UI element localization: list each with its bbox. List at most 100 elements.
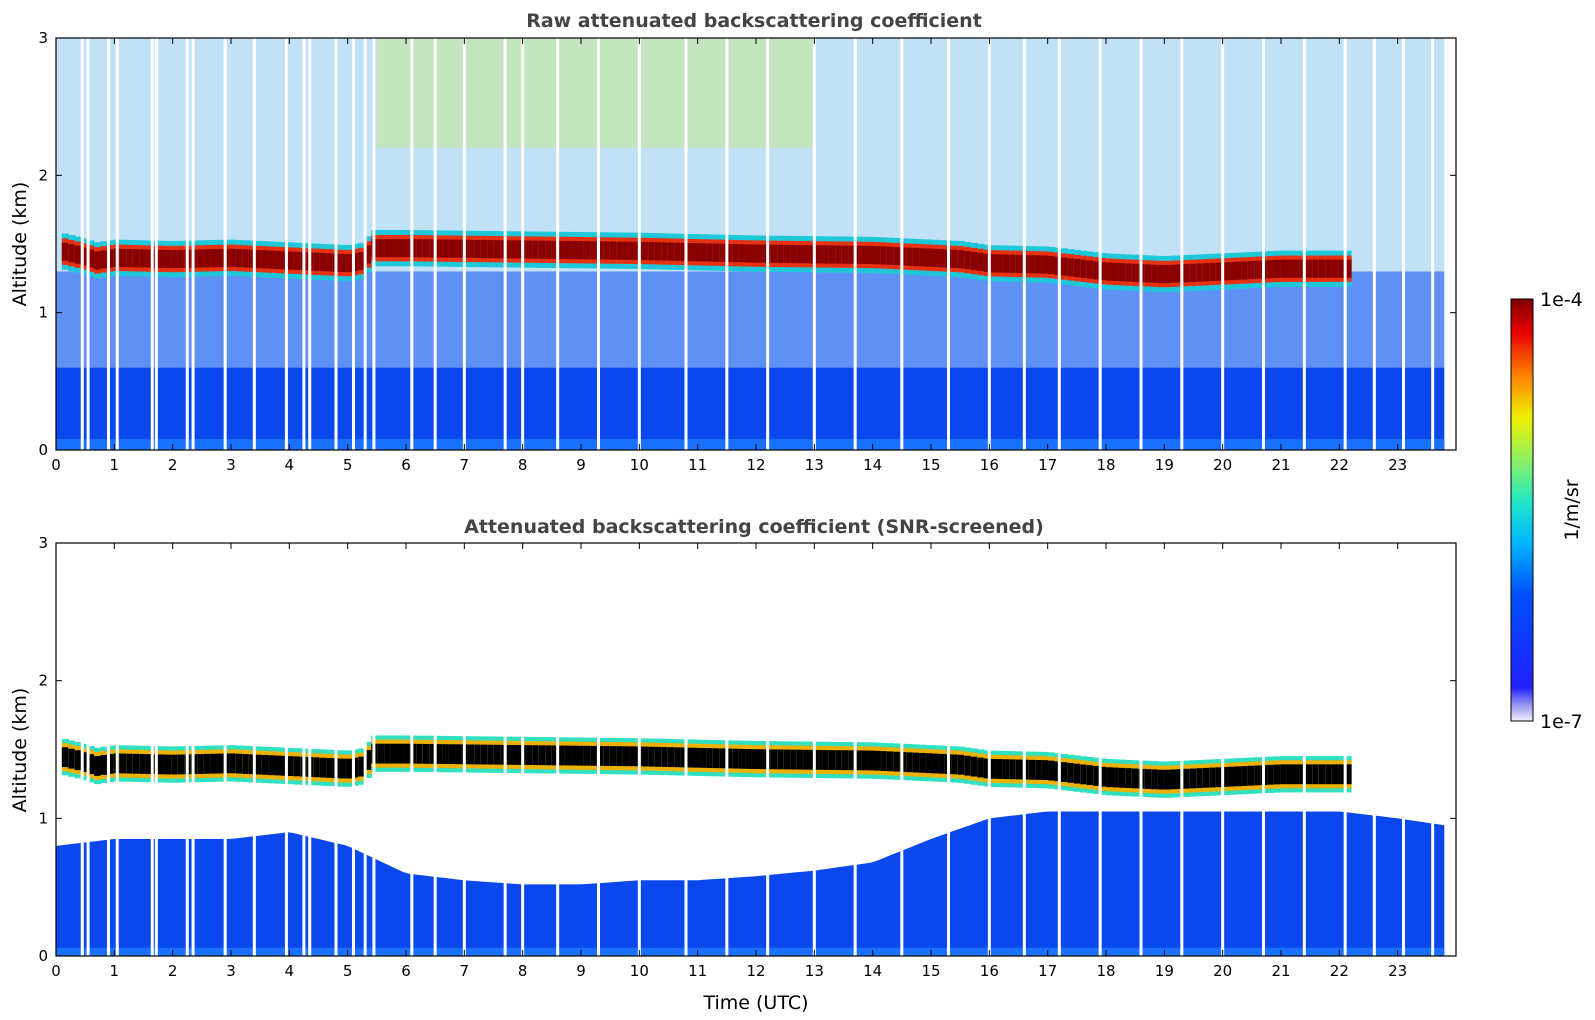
cloud-core <box>841 750 849 771</box>
missing-profile <box>900 543 904 956</box>
cloud-core <box>319 252 327 272</box>
cloud-core <box>977 757 985 778</box>
cloud-core <box>770 244 778 263</box>
cloud-core <box>996 759 1004 779</box>
cloud-core <box>538 745 546 766</box>
missing-profiles <box>80 543 1435 956</box>
cloud-core <box>1234 766 1243 787</box>
surface-layer-field <box>56 947 1445 956</box>
cloud-core <box>770 749 778 770</box>
missing-profile <box>302 543 306 956</box>
cloud-core <box>487 744 495 765</box>
cloud-core <box>1060 257 1068 276</box>
x-tick-label: 7 <box>460 962 470 980</box>
cloud-core <box>912 247 920 267</box>
panel-raw-plot-area <box>56 38 1445 450</box>
cloud-core <box>1015 254 1023 273</box>
cloud-core <box>210 753 218 774</box>
cloud-core <box>680 242 688 261</box>
cloud-core <box>880 246 888 265</box>
cloud-core <box>886 246 894 265</box>
cloud-core <box>455 239 463 258</box>
cloud-core <box>364 750 372 770</box>
cloud-core <box>1080 764 1088 785</box>
cloud-core <box>641 241 650 261</box>
x-tick-label: 4 <box>285 962 295 980</box>
cloud-core <box>699 747 708 768</box>
cloud-core <box>1202 767 1210 788</box>
cloud-core <box>293 756 301 777</box>
cloud-core <box>964 251 972 270</box>
cloud-core <box>429 239 437 258</box>
cloud-core <box>1112 767 1120 788</box>
cloud-core <box>158 754 166 775</box>
cloud-core <box>513 745 521 765</box>
cloud-core <box>641 746 650 767</box>
cloud-core <box>815 245 824 264</box>
cloud-core <box>177 754 185 775</box>
cloud-core <box>674 242 682 261</box>
cloud-core <box>377 239 385 258</box>
cloud-core <box>551 240 559 259</box>
colorbar: 1e-4 1e-7 1/m/sr <box>1510 289 1583 733</box>
cloud-core <box>345 758 353 779</box>
cloud-core <box>506 240 514 259</box>
cloud-core <box>687 243 695 262</box>
cloud-core <box>648 242 656 261</box>
missing-profile <box>352 543 355 956</box>
cloud-layer <box>61 735 1352 798</box>
missing-profile <box>1372 543 1376 956</box>
missing-profile <box>987 38 991 450</box>
cloud-core <box>1073 258 1081 278</box>
cloud-core <box>622 241 630 260</box>
cloud-core <box>242 249 250 268</box>
cloud-core <box>745 749 753 769</box>
cloud-core <box>1318 764 1326 785</box>
cloud-core <box>235 753 243 774</box>
cloud-core <box>1305 259 1313 278</box>
cloud-core <box>874 750 882 771</box>
noise-field-bright <box>376 38 815 148</box>
cloud-core <box>1331 764 1339 785</box>
cloud-core <box>1028 255 1036 274</box>
cloud-core <box>422 743 430 764</box>
cloud-core <box>738 244 746 263</box>
cloud-core <box>384 743 392 764</box>
cloud-core <box>474 239 482 259</box>
cloud-core <box>429 744 437 764</box>
cloud-core <box>796 245 804 264</box>
cloud-core <box>1292 764 1301 785</box>
cloud-core <box>1312 764 1320 785</box>
cloud-core <box>158 249 166 268</box>
cloud-core <box>1241 766 1249 786</box>
cloud-core <box>1183 768 1191 789</box>
cloud-core <box>139 754 147 774</box>
x-tick-label: 18 <box>1096 456 1115 474</box>
cloud-core <box>474 744 482 765</box>
cloud-core <box>932 248 940 267</box>
cloud-core <box>828 750 836 770</box>
x-tick-label: 7 <box>460 456 470 474</box>
missing-profile <box>637 38 641 450</box>
cloud-core <box>648 746 656 767</box>
cloud-core <box>480 239 488 259</box>
cloud-core <box>1157 769 1165 790</box>
cloud-core <box>416 239 424 258</box>
cloud-core <box>667 747 675 768</box>
cloud-core <box>1338 764 1346 785</box>
cloud-core <box>970 251 978 271</box>
cloud-core <box>783 749 791 770</box>
missing-profile <box>80 543 84 956</box>
boundary-layer-field <box>56 367 1445 450</box>
x-tick-label: 23 <box>1388 456 1407 474</box>
missing-profile <box>410 38 414 450</box>
cloud-core <box>1048 255 1056 275</box>
missing-profile <box>107 543 110 956</box>
x-tick-label: 4 <box>285 456 295 474</box>
cloud-core <box>590 745 598 766</box>
cloud-core <box>390 239 398 258</box>
cloud-core <box>1338 259 1346 278</box>
cloud-core <box>1254 765 1262 786</box>
x-tick-label: 19 <box>1155 962 1174 980</box>
cloud-core <box>119 248 127 268</box>
